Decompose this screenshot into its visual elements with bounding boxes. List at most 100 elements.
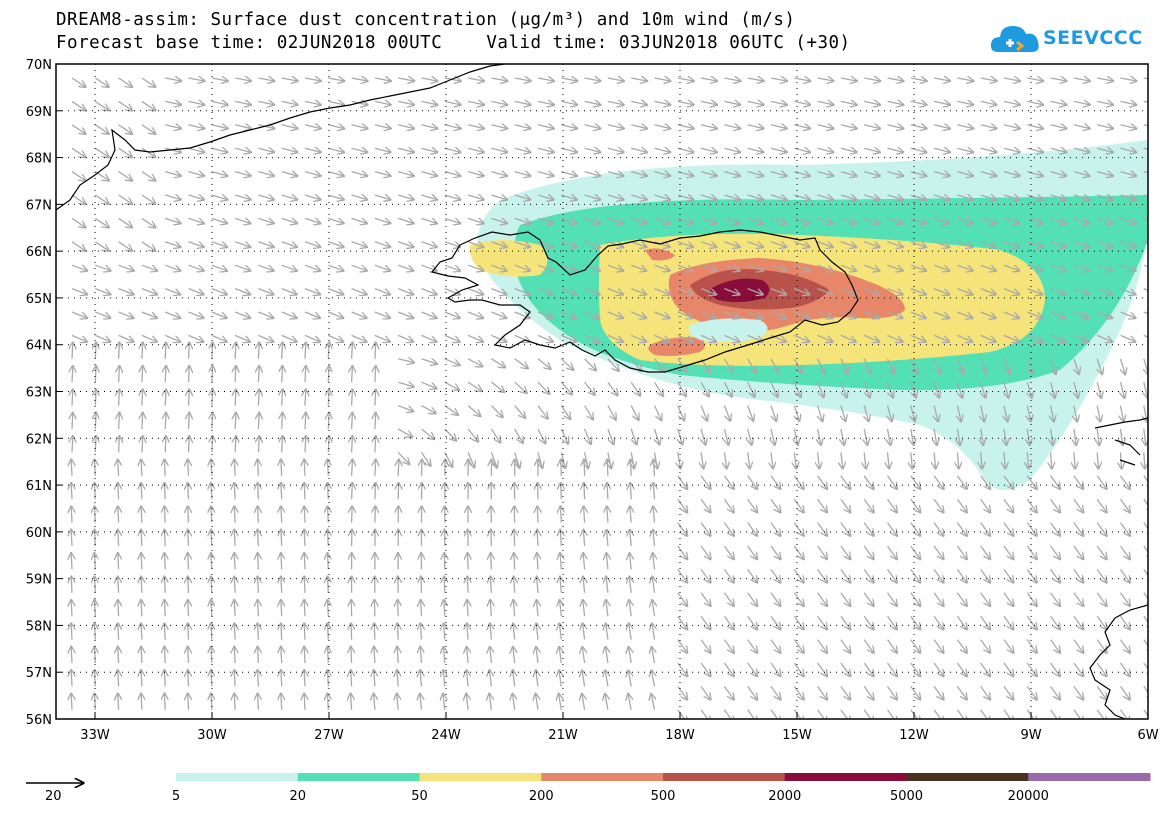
wind-vector [980,334,996,341]
wind-vector [584,483,585,500]
wind-vector [817,498,827,512]
wind-vector [258,413,259,430]
wind-vector [794,101,810,104]
wind-vector [514,101,531,104]
grid-lines [56,64,1148,719]
wind-vector [189,436,190,453]
wind-vector [910,592,920,606]
wind-vector [1120,195,1136,200]
wind-vector [351,172,367,176]
wind-vector [770,101,787,104]
wind-vector [234,241,250,247]
wind-vector [1003,475,1013,489]
wind-vector [537,195,553,200]
wind-vector [817,662,827,676]
lon-label: 33W [80,728,110,743]
wind-vector [444,577,445,593]
wind-vector [1051,405,1054,422]
wind-vector [1027,148,1043,152]
wind-vector [723,405,730,421]
wind-vector [165,195,180,200]
wind-vector [443,694,445,710]
wind-vector [747,615,757,629]
wind-vector [351,148,368,152]
wind-vector [397,241,413,247]
wind-vector [980,218,996,223]
wind-vector [490,428,500,442]
wind-vector [374,125,391,129]
wind-vector [793,709,803,719]
wind-vector [770,405,776,421]
wind-vector [491,241,506,247]
wind-vector [164,483,165,500]
wind-vector [164,647,165,664]
wind-vector [863,545,873,559]
wind-vector [95,311,110,318]
wind-vector [282,366,283,383]
wind-vector [631,101,647,104]
wind-vector [374,287,390,295]
wind-vector [444,148,461,152]
wind-vector [189,343,190,359]
wind-vector [747,195,763,200]
wind-vector [304,553,305,570]
wind-vector [980,709,990,719]
wind-vector [560,428,568,444]
wind-vector [654,125,671,129]
wind-vector [724,334,739,341]
wind-vector [304,241,320,247]
wind-vector [1144,428,1146,445]
wind-vector [910,287,926,295]
wind-vector [653,381,664,396]
wind-vector [980,592,990,606]
faroe-islands-coastline [1094,417,1148,466]
wind-vector [444,101,461,104]
wind-vector [1027,172,1042,176]
wind-vector [863,569,873,582]
wind-vector [700,686,710,699]
wind-vector [723,662,733,676]
wind-vector [630,554,632,570]
wind-vector [164,624,165,640]
wind-vector [911,452,913,468]
wind-vector [747,311,763,318]
wind-vector [537,148,554,152]
wind-vector [654,101,671,104]
wind-vector [374,670,375,687]
wind-vector [281,101,298,104]
wind-vector [863,662,873,676]
wind-vector [1050,78,1067,81]
wind-vector [1097,452,1098,468]
wind-vector [352,343,353,359]
wind-vector [234,148,251,152]
wind-vector [94,194,108,204]
wind-vector [1121,358,1126,374]
wind-vector [491,381,504,392]
wind-vector [840,287,856,295]
wind-vector [561,334,576,341]
wind-vector [443,671,445,687]
wind-vector [584,172,600,176]
wind-vector [1003,545,1013,559]
wind-vector [747,662,757,676]
wind-vector [304,172,320,176]
colorbar-segment [176,773,299,781]
wind-vector [840,615,850,629]
wind-vector [655,452,658,468]
wind-vector [188,78,205,81]
wind-vector [910,264,926,271]
wind-vector [770,615,780,629]
wind-vector [793,662,803,676]
wind-vector [165,343,166,359]
wind-vector [747,405,754,421]
wind-vector [1003,125,1020,129]
wind-vector [817,686,827,699]
wind-vector [817,358,825,373]
wind-vector [234,172,250,176]
wind-vector [654,195,670,200]
wind-vector [398,125,414,129]
wind-vector [863,522,873,536]
wind-vector [677,311,693,318]
wind-vector [304,577,305,593]
wind-vector [817,78,834,81]
